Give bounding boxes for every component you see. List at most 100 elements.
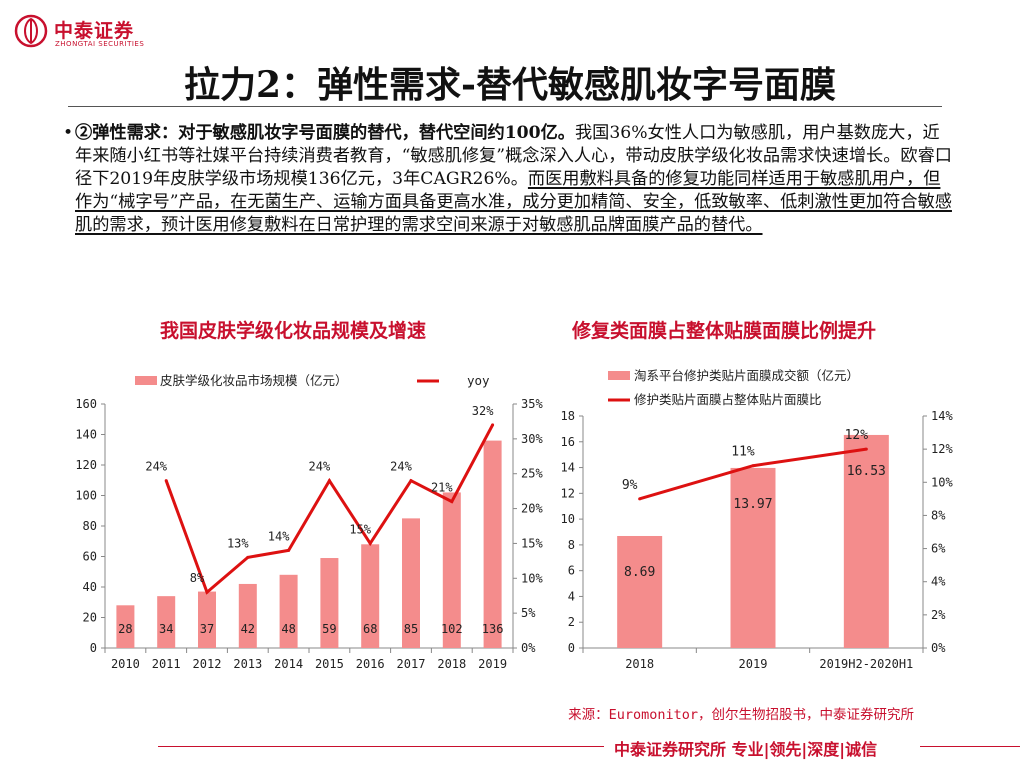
yoy-line [164, 424, 494, 595]
line-point [246, 555, 250, 559]
line-point [327, 479, 331, 483]
brand-name: 中泰证券 [54, 20, 135, 42]
line-value-label: 24% [390, 460, 412, 474]
left-axis-tick-label: 160 [75, 397, 97, 411]
body-paragraph: • ②弹性需求：对于敏感肌妆字号面膜的替代，替代空间约100亿。我国36%女性人… [63, 122, 955, 237]
bar [483, 440, 502, 648]
left-axis-tick-label: 20 [83, 611, 97, 625]
bar [442, 492, 461, 648]
x-axis-category-label: 2018 [625, 657, 654, 671]
x-axis-category-label: 2012 [193, 657, 222, 671]
x-axis-category-label: 2019 [739, 657, 768, 671]
line-value-label: 14% [268, 529, 290, 543]
bar-value-label: 8.69 [624, 565, 655, 580]
x-axis-category-label: 2014 [274, 657, 303, 671]
bar [279, 574, 298, 648]
left-axis-tick-label: 2 [568, 615, 575, 629]
right-axis-tick-label: 15% [521, 536, 543, 550]
chart-title-skin-cosmetics: 我国皮肤学级化妆品规模及增速 [160, 320, 427, 342]
legend-bar-swatch [608, 371, 630, 380]
bar [116, 605, 135, 648]
bar [198, 591, 216, 648]
line-value-label: 21% [431, 481, 453, 495]
bar [157, 596, 176, 648]
line-value-label: 12% [845, 428, 869, 443]
right-axis-tick-label: 12% [931, 442, 953, 456]
right-axis-tick-label: 10% [521, 571, 543, 585]
bar-value-label: 37 [200, 622, 214, 636]
left-axis-tick-label: 40 [83, 580, 97, 594]
legend-line-label: yoy [467, 373, 490, 388]
left-axis-tick-label: 0 [568, 641, 575, 655]
x-axis-category-label: 2011 [152, 657, 181, 671]
bar [843, 434, 889, 648]
x-axis-category-label: 2016 [356, 657, 385, 671]
left-axis-tick-label: 4 [568, 589, 575, 603]
line-value-label: 24% [309, 460, 331, 474]
right-axis-tick-label: 8% [931, 508, 946, 522]
body-lead: ②弹性需求：对于敏感肌妆字号面膜的替代，替代空间约100亿。 [75, 123, 575, 143]
bar-value-label: 16.53 [847, 464, 886, 479]
bar-value-label: 136 [482, 622, 504, 636]
yoy-line [639, 447, 867, 501]
left-axis-tick-label: 140 [75, 428, 97, 442]
line-point [368, 541, 372, 545]
left-axis-tick-label: 60 [83, 550, 97, 564]
bar-value-label: 85 [404, 622, 418, 636]
line-point [638, 497, 642, 501]
left-axis-tick-label: 8 [568, 538, 575, 552]
left-axis-tick-label: 0 [90, 641, 97, 655]
footer-line-right [920, 746, 1020, 747]
right-axis-tick-label: 20% [521, 502, 543, 516]
bar [320, 558, 339, 648]
title-divider [68, 106, 942, 107]
right-axis-tick-label: 6% [931, 542, 946, 556]
line-value-label: 9% [622, 478, 638, 493]
legend-bar-label: 皮肤学级化妆品市场规模（亿元） [160, 373, 348, 388]
line-value-label: 13% [227, 536, 249, 550]
footer: 中泰证券研究所 专业|领先|深度|诚信 [0, 731, 1020, 759]
right-axis-tick-label: 30% [521, 432, 543, 446]
line-point [409, 479, 413, 483]
brand-name-en: ZHONGTAI SECURITIES [55, 40, 145, 48]
legend-bar-label: 淘系平台修护类贴片面膜成交额（亿元） [634, 368, 859, 383]
legend-bar-swatch [135, 376, 157, 385]
line-value-label: 11% [731, 445, 755, 460]
bar-value-label: 13.97 [733, 497, 772, 512]
line-value-label: 24% [145, 460, 167, 474]
page-title: 拉力2：弹性需求-替代敏感肌妆字号面膜 [184, 64, 836, 106]
line-point [864, 447, 868, 451]
bar [730, 467, 776, 648]
bar-value-label: 42 [241, 622, 255, 636]
x-axis-category-label: 2018 [437, 657, 466, 671]
body-underlined: 而医用敷料具备的修复功能同样适用于敏感肌用户，但作为“械字号”产品，在无菌生产、… [75, 169, 952, 235]
right-axis-tick-label: 25% [521, 467, 543, 481]
line-point [751, 464, 755, 468]
left-axis-tick-label: 100 [75, 489, 97, 503]
bar-value-label: 102 [441, 622, 463, 636]
left-axis-tick-label: 80 [83, 519, 97, 533]
bar [238, 583, 257, 648]
bar-value-label: 28 [118, 622, 132, 636]
left-axis-tick-label: 18 [561, 409, 575, 423]
bar-value-label: 48 [281, 622, 295, 636]
left-axis-tick-label: 6 [568, 564, 575, 578]
left-axis-tick-label: 120 [75, 458, 97, 472]
left-axis-tick-label: 10 [561, 512, 575, 526]
bar [361, 544, 380, 648]
x-axis-category-label: 2017 [397, 657, 426, 671]
body-text: 我国36%女性人口为敏感肌，用户基数庞大，近年来随小红书等社媒平台持续消费者教育… [75, 123, 952, 189]
right-axis-tick-label: 0% [521, 641, 536, 655]
left-axis-tick-label: 14 [561, 461, 575, 475]
legend-line-label: 修护类贴片面膜占整体贴片面膜比 [634, 392, 822, 407]
left-axis-tick-label: 12 [561, 486, 575, 500]
x-axis-category-label: 2010 [111, 657, 140, 671]
line-point [450, 500, 454, 504]
right-axis-tick-label: 5% [521, 606, 536, 620]
line-value-label: 15% [349, 522, 371, 536]
right-axis-tick-label: 10% [931, 475, 953, 489]
right-axis-tick-label: 0% [931, 641, 946, 655]
footer-text: 中泰证券研究所 专业|领先|深度|诚信 [614, 740, 878, 759]
